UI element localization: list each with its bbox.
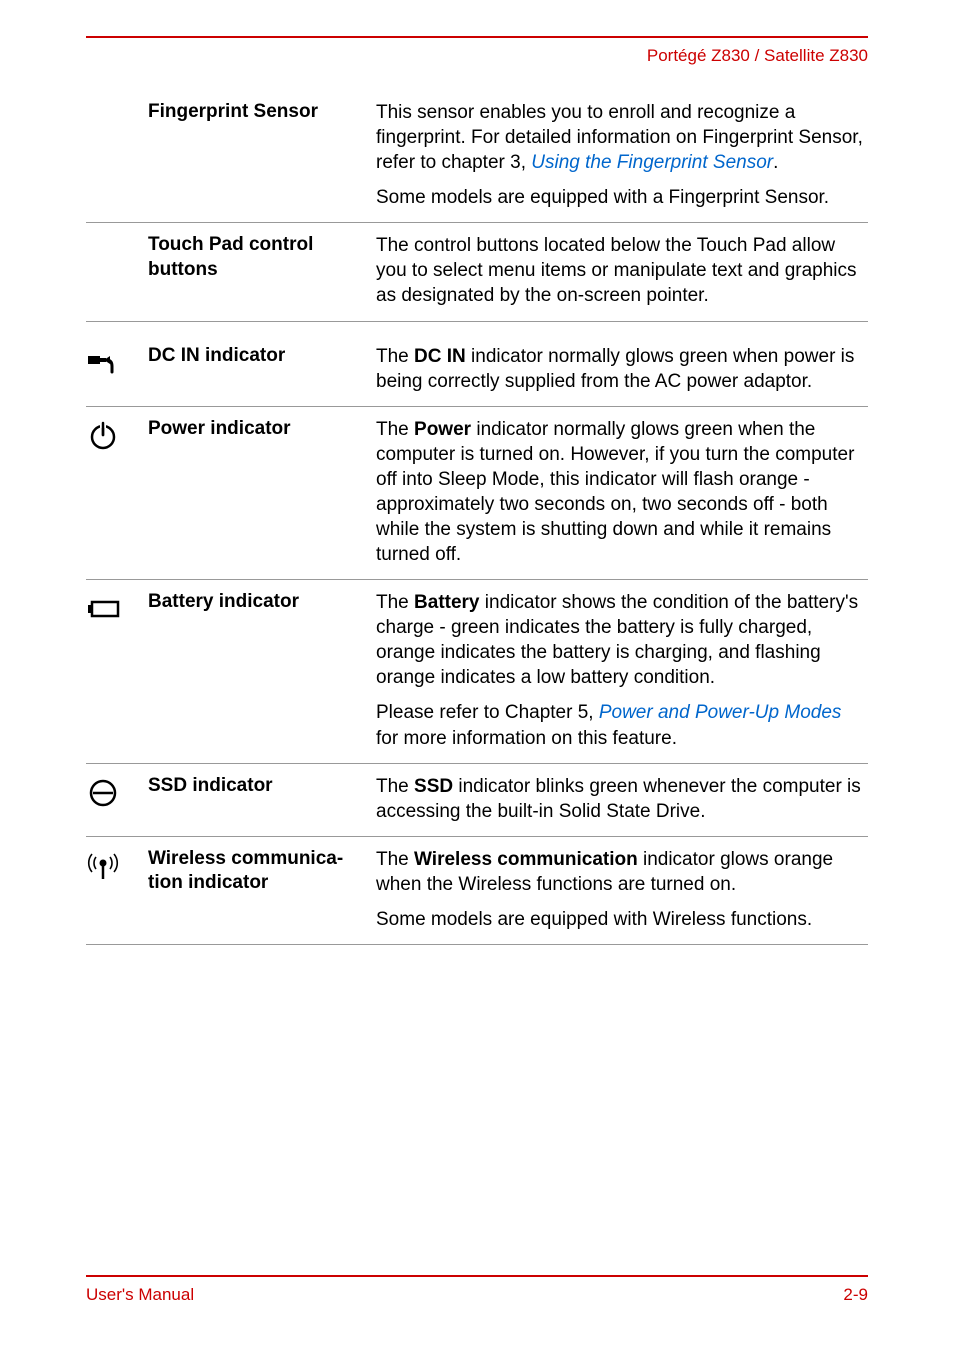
table-row: SSD indicatorThe SSD indicator blinks gr… <box>86 764 868 837</box>
row-description: The Wireless communication indicator glo… <box>376 847 868 932</box>
paragraph: This sensor enables you to enroll and re… <box>376 100 868 175</box>
table-row: Battery indicatorThe Battery indicator s… <box>86 580 868 763</box>
paragraph: Some models are equipped with a Fingerpr… <box>376 185 868 210</box>
battery-icon <box>86 592 126 626</box>
paragraph: Please refer to Chapter 5, Power and Pow… <box>376 700 868 750</box>
table-row: Wireless communica­tion indicatorThe Wir… <box>86 837 868 945</box>
bold-term: DC IN <box>414 346 466 367</box>
icon-cell <box>86 100 148 102</box>
row-description: The Power indicator normally glows green… <box>376 417 868 567</box>
row-label: Battery indicator <box>148 590 376 615</box>
bold-term: Wireless communication <box>414 849 638 870</box>
doc-link[interactable]: Power and Power-Up Modes <box>599 702 842 723</box>
table-row: Touch Pad control buttonsThe control but… <box>86 223 868 321</box>
table-row: Fingerprint SensorThis sensor enables yo… <box>86 90 868 223</box>
page: Portégé Z830 / Satellite Z830 Fingerprin… <box>0 0 954 1345</box>
icon-cell <box>86 233 148 235</box>
icon-cell <box>86 774 148 810</box>
dc-in-icon <box>86 346 120 380</box>
power-icon <box>86 419 120 453</box>
paragraph: The SSD indicator blinks green whenever … <box>376 774 868 824</box>
paragraph: The Power indicator normally glows green… <box>376 417 868 567</box>
bold-term: Power <box>414 419 471 440</box>
wireless-icon <box>86 849 120 883</box>
paragraph: The Wireless communication indicator glo… <box>376 847 868 897</box>
row-description: The Battery indicator shows the conditio… <box>376 590 868 750</box>
row-description: This sensor enables you to enroll and re… <box>376 100 868 210</box>
doc-link[interactable]: Using the Fingerprint Sensor <box>531 152 773 173</box>
row-label: Fingerprint Sensor <box>148 100 376 125</box>
paragraph: The Battery indicator shows the conditio… <box>376 590 868 690</box>
icon-cell <box>86 847 148 883</box>
table-row: Power indicatorThe Power indicator norma… <box>86 407 868 580</box>
paragraph: The control buttons located below the To… <box>376 233 868 308</box>
row-label: Power indicator <box>148 417 376 442</box>
icon-cell <box>86 417 148 453</box>
content-table: Fingerprint SensorThis sensor enables yo… <box>86 90 868 945</box>
row-label: DC IN indicator <box>148 344 376 369</box>
icon-cell <box>86 344 148 380</box>
paragraph: The DC IN indicator normally glows green… <box>376 344 868 394</box>
row-label: Wireless communica­tion indicator <box>148 847 376 896</box>
row-label: SSD indicator <box>148 774 376 799</box>
footer-left: User's Manual <box>86 1285 194 1305</box>
icon-cell <box>86 590 148 626</box>
top-rule <box>86 36 868 38</box>
footer-right: 2-9 <box>843 1285 868 1305</box>
row-description: The DC IN indicator normally glows green… <box>376 344 868 394</box>
row-label: Touch Pad control buttons <box>148 233 376 282</box>
bold-term: Battery <box>414 592 479 613</box>
row-description: The SSD indicator blinks green whenever … <box>376 774 868 824</box>
table-row: DC IN indicatorThe DC IN indicator norma… <box>86 334 868 407</box>
ssd-icon <box>86 776 120 810</box>
bold-term: SSD <box>414 776 453 797</box>
row-description: The control buttons located below the To… <box>376 233 868 308</box>
paragraph: Some models are equipped with Wireless f… <box>376 907 868 932</box>
bottom-rule <box>86 1275 868 1277</box>
header-product: Portégé Z830 / Satellite Z830 <box>647 46 868 66</box>
